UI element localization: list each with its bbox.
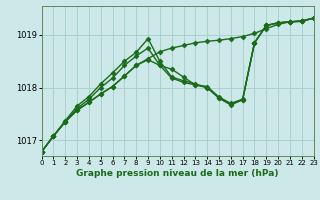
X-axis label: Graphe pression niveau de la mer (hPa): Graphe pression niveau de la mer (hPa) [76,169,279,178]
